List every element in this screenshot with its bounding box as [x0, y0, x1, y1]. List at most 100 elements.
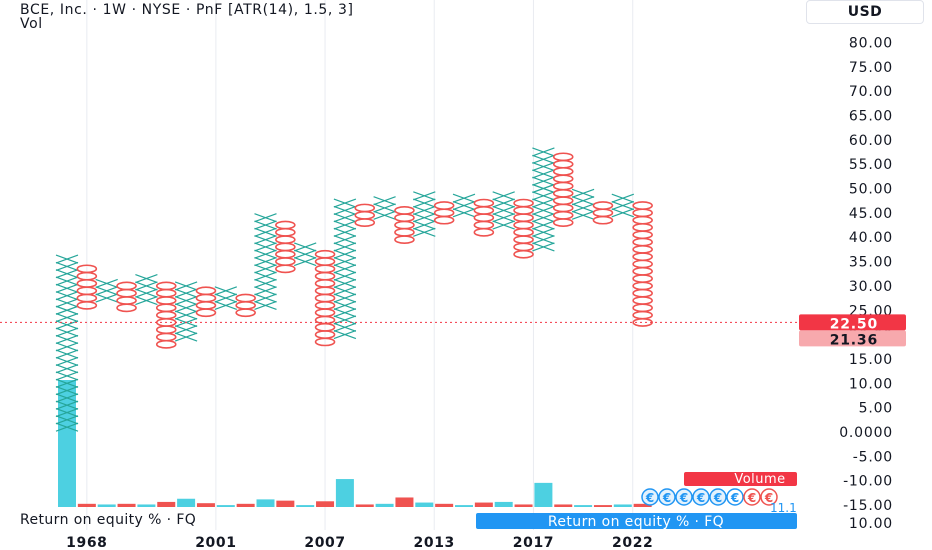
o-box [632, 244, 653, 254]
price-tick-label: 60.00 [849, 133, 893, 149]
o-box [195, 308, 217, 318]
pnf-columns [55, 147, 653, 432]
x-column [333, 198, 357, 340]
o-box [155, 288, 177, 298]
time-axis-bg [0, 531, 932, 550]
o-box [513, 227, 534, 237]
o-box [195, 300, 217, 310]
volume-bar [196, 503, 215, 507]
x-column [95, 278, 118, 303]
x-box [333, 308, 357, 318]
x-box [254, 271, 277, 281]
o-box [275, 220, 296, 230]
x-box [611, 208, 635, 218]
x-box [532, 213, 555, 223]
event-marker-glyph: € [679, 491, 688, 505]
o-box [235, 300, 256, 310]
x-box [293, 249, 317, 259]
volume-bar [335, 479, 354, 507]
event-marker-glyph: € [696, 491, 705, 505]
x-box [333, 271, 357, 281]
currency-button[interactable]: USD [806, 0, 924, 24]
o-column [155, 281, 177, 349]
x-box [532, 176, 555, 186]
o-box [433, 215, 455, 225]
x-box [571, 210, 595, 220]
price-tick-label: 45.00 [849, 206, 893, 222]
roe-tick-label: 10.00 [849, 516, 893, 532]
x-box [55, 312, 79, 323]
x-box [174, 325, 198, 335]
o-box [552, 188, 574, 198]
price-tick-label: 0.0000 [839, 425, 893, 441]
volume-legend-label[interactable]: Vol [20, 16, 43, 32]
x-box [492, 213, 515, 223]
volume-bar [554, 504, 573, 507]
o-column [76, 264, 98, 310]
o-box [116, 303, 137, 313]
volume-bar [137, 504, 156, 507]
o-box [632, 310, 653, 320]
volume-bar [633, 503, 652, 507]
current-price-box [799, 314, 906, 331]
o-box [473, 206, 495, 215]
x-box [174, 295, 198, 306]
price-axis[interactable]: 80.00 75.00 70.00 65.00 60.00 55.00 50.00 45.00… [799, 35, 906, 532]
o-box [155, 325, 177, 335]
o-box [632, 223, 653, 232]
x-box [254, 249, 277, 259]
x-box [55, 349, 79, 359]
x-box [333, 213, 357, 223]
volume-bar [613, 504, 632, 507]
volume-bar [534, 482, 553, 507]
chart-title[interactable]: BCE, Inc. · 1W · NYSE · PnF [ATR(14), 1.… [20, 2, 354, 18]
volume-bar [514, 504, 533, 507]
price-tick-label: 15.00 [849, 352, 893, 368]
x-box [413, 227, 436, 237]
x-box [55, 254, 79, 264]
o-box [632, 303, 653, 313]
x-column [571, 188, 595, 220]
x-box [373, 210, 396, 220]
x-column [293, 242, 317, 267]
price-tick-label: 55.00 [849, 157, 893, 173]
x-box [55, 276, 79, 286]
o-box [513, 213, 534, 223]
price-tick-label: 50.00 [849, 182, 893, 198]
x-box [214, 293, 238, 303]
volume-bar [177, 498, 196, 507]
x-box [254, 242, 277, 252]
x-box [55, 261, 79, 271]
x-box [452, 200, 476, 211]
o-box [552, 167, 574, 176]
roe-indicator-label[interactable]: Return on equity % · FQ [20, 512, 197, 528]
time-tick-label: 2017 [513, 535, 554, 550]
o-box [394, 235, 415, 245]
o-box [473, 198, 495, 208]
event-marker-icon [760, 488, 778, 506]
x-box [532, 162, 555, 172]
x-box [293, 256, 317, 267]
x-box [413, 205, 436, 215]
x-box [333, 256, 357, 267]
x-box [373, 203, 396, 213]
volume-bar [474, 502, 493, 507]
o-column [354, 203, 376, 227]
x-box [532, 205, 555, 215]
o-column [275, 220, 296, 274]
current-price-value: 22.50 [830, 316, 878, 332]
x-box [135, 274, 158, 284]
price-tick-label: -5.00 [853, 449, 893, 465]
x-box [413, 220, 436, 230]
o-box [195, 286, 217, 296]
time-axis[interactable]: 1968 2001 2007 2013 2017 2022 [0, 531, 932, 550]
o-box [632, 215, 653, 225]
x-box [254, 278, 277, 289]
x-box [254, 213, 277, 223]
volume-bar [77, 503, 96, 507]
x-box [95, 286, 118, 296]
volume-bar [593, 505, 612, 507]
x-box [333, 242, 357, 252]
volume-bar [296, 505, 315, 507]
